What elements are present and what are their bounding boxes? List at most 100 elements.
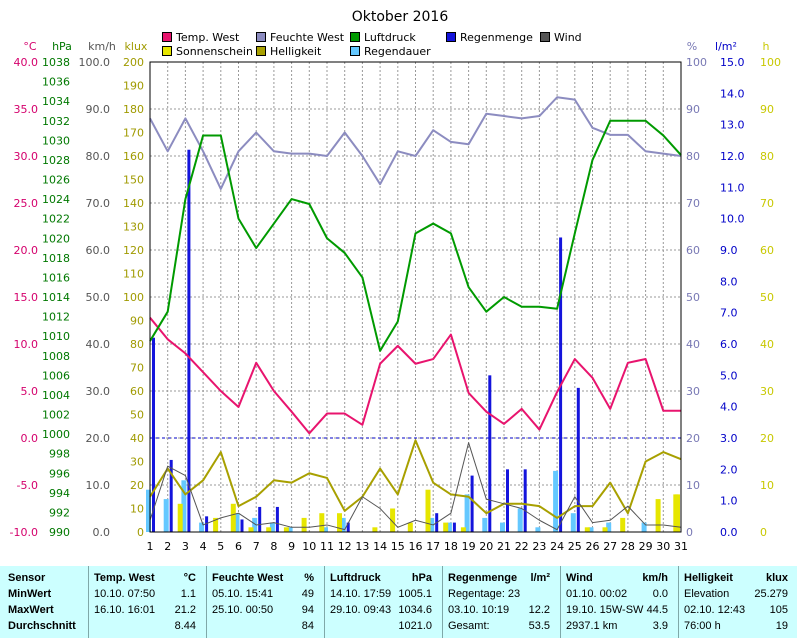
bar-regendauer [517,508,523,532]
tick-label-rain: 14.0 [720,87,745,100]
x-tick-label: 24 [550,540,564,553]
bar-sonnenschein [372,527,378,532]
wind-avg-val: 3.9 [652,620,668,632]
bar-regendauer [553,470,559,532]
tick-label-hours: 70 [760,197,774,210]
tick-label-hours: 100 [760,56,781,69]
axis-unit-hours: h [763,40,770,53]
legend-item: Wind [540,31,582,44]
col-wind: Wind km/h 01.10. 00:02 0.0 19.10. 15W-SW… [566,566,674,638]
row-label-min: MinWert [8,588,52,600]
temp-header: Temp. West [94,572,155,584]
bar-regendauer [535,527,541,532]
wind-max-val: 44.5 [646,604,668,616]
bar-regendauer [146,489,151,532]
tick-label-temp: 0.0 [21,432,39,445]
x-tick-label: 16 [409,540,423,553]
x-tick-label: 10 [302,540,316,553]
tick-label-pressure: 1014 [42,291,70,304]
bar-regenmenge [452,522,456,532]
x-tick-label: 31 [674,540,688,553]
x-tick-label: 12 [338,540,352,553]
tick-label-wind: 70.0 [86,197,111,210]
bar-sonnenschein [425,489,431,532]
series-line-luftdruck [149,119,682,352]
tick-label-pressure: 996 [49,467,70,480]
x-tick-label: 19 [462,540,476,553]
press-max-time: 29.10. 09:43 [330,604,392,616]
legend-item: Temp. West [162,31,239,44]
tick-label-lux: 200 [123,56,144,69]
bars [146,149,680,532]
bar-regenmenge [152,337,155,532]
bar-sonnenschein [283,527,289,532]
tick-label-humidity: 70 [686,197,700,210]
rain-header: Regenmenge [448,572,518,584]
tick-label-temp: 15.0 [14,291,39,304]
tick-label-rain: 9.0 [720,244,738,257]
bar-sonnenschein [443,522,449,532]
hum-max-time: 25.10. 00:50 [212,604,274,616]
tick-label-wind: 40.0 [86,338,111,351]
wind-min-time: 01.10. 00:02 [566,588,628,600]
bar-regendauer [199,522,205,532]
bar-sonnenschein [266,527,272,532]
series-line-temp-west [149,317,681,435]
legend-item: Helligkeit [256,45,321,58]
legend-label: Helligkeit [270,45,322,58]
legend-label: Sonnenschein [176,45,253,58]
tick-label-pressure: 1026 [42,174,70,187]
tick-label-lux: 60 [130,385,144,398]
row-label-max: MaxWert [8,604,54,616]
bar-regendauer [570,513,576,532]
tick-label-wind: 10.0 [86,479,111,492]
tick-label-humidity: 60 [686,244,700,257]
bar-sonnenschein [602,527,608,532]
tick-label-rain: 10.0 [720,213,745,226]
axis-unit-wind: km/h [88,40,116,53]
legend-item: Regendauer [350,45,431,58]
tick-label-pressure: 1000 [42,428,70,441]
light-elevation-label: Elevation [684,588,730,600]
bar-sonnenschein [319,513,325,532]
x-tick-label: 29 [639,540,653,553]
axis-unit-pressure: hPa [52,40,72,53]
wind-distance: 2937.1 km [566,620,618,632]
x-tick-label: 5 [217,540,224,553]
tick-label-pressure: 998 [49,448,70,461]
tick-label-hours: 90 [760,103,774,116]
tick-label-lux: 170 [123,127,144,140]
legend-item: Feuchte West [256,31,344,44]
tick-label-pressure: 994 [49,487,70,500]
temp-max-val: 21.2 [174,604,196,616]
wind-header: Wind [566,572,593,584]
tick-label-pressure: 1028 [42,154,70,167]
bar-regenmenge [576,387,580,532]
bar-sonnenschein [301,517,307,532]
bar-sonnenschein [390,508,396,532]
tick-label-lux: 100 [123,291,144,304]
col-temp: Temp. West °C 10.10. 07:50 1.1 16.10. 16… [94,566,202,638]
tick-label-rain: 6.0 [720,338,738,351]
tick-label-pressure: 1020 [42,232,70,245]
tick-label-wind: 50.0 [86,291,111,304]
tick-label-lux: 10 [130,503,144,516]
tick-label-rain: 8.0 [720,275,738,288]
x-tick-label: 23 [532,540,546,553]
tick-label-humidity: 30 [686,385,700,398]
tick-label-lux: 150 [123,174,144,187]
bar-sonnenschein [407,522,413,532]
legend-label: Wind [554,31,582,44]
bar-regendauer [482,517,488,532]
tick-label-rain: 13.0 [720,119,745,132]
bar-regenmenge [240,519,244,532]
tick-label-temp: 25.0 [14,197,39,210]
bar-regendauer [446,522,452,532]
weather-chart: Oktober 2016 40.035.030.025.020.015.010.… [10,9,781,553]
tick-label-humidity: 40 [686,338,700,351]
tick-label-pressure: 1010 [42,330,70,343]
temp-unit: °C [183,572,196,584]
series-line-feuchte-west [149,96,682,190]
tick-label-hours: 50 [760,291,774,304]
tick-label-wind: 90.0 [86,103,111,116]
